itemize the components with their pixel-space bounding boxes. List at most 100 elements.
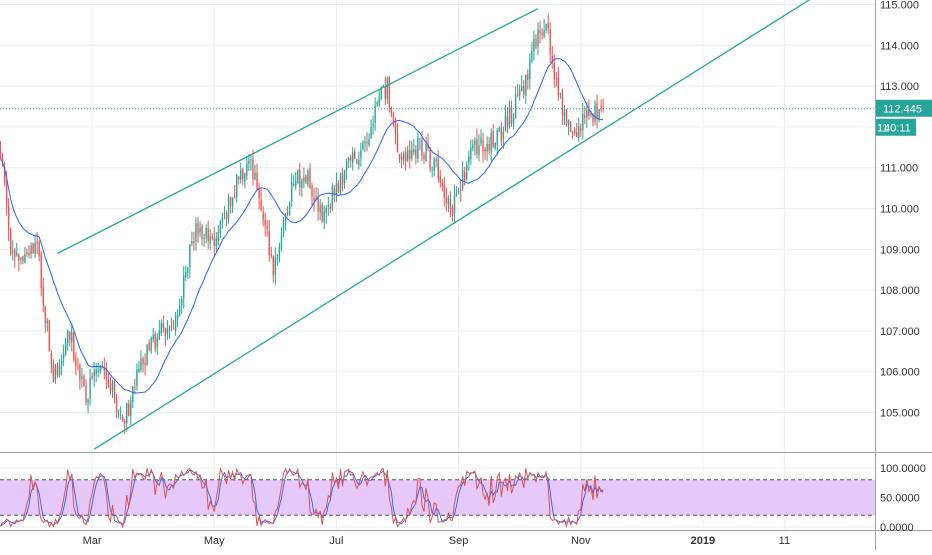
upper-trendline[interactable] [57, 8, 539, 254]
candle [150, 336, 152, 355]
candle [264, 212, 266, 237]
time-tick-label: May [204, 535, 225, 547]
candle-body [506, 116, 509, 127]
price-tick-label: 115.000 [880, 0, 919, 12]
candle [54, 363, 57, 384]
candle-body [195, 223, 197, 242]
candle-body [571, 131, 574, 133]
candle [345, 158, 348, 180]
candle [500, 122, 503, 146]
candle-body [521, 86, 523, 91]
candle-body [164, 327, 167, 336]
candle-body [565, 109, 568, 126]
moving-average-line [0, 58, 604, 394]
candle-body [580, 128, 582, 132]
candle [231, 197, 234, 214]
candle [358, 151, 360, 170]
candle-body [386, 78, 389, 100]
candle-body [34, 242, 36, 254]
candle [600, 99, 602, 113]
candle-body [99, 366, 101, 372]
candle [384, 76, 387, 105]
candle [132, 385, 134, 409]
price-tick-label: 114.000 [880, 40, 919, 52]
candle-body [215, 238, 218, 247]
candle [514, 86, 517, 119]
candle-body [197, 223, 199, 235]
candle [256, 163, 258, 191]
candle [140, 350, 142, 373]
candle [307, 168, 309, 188]
candle-body [341, 173, 344, 186]
candle [478, 134, 480, 162]
candle [113, 378, 116, 404]
candle-body [384, 86, 387, 99]
candle [152, 327, 154, 343]
candle-body [136, 369, 138, 386]
candle-body [360, 150, 362, 158]
candle-body [150, 337, 152, 352]
candle-body [329, 206, 332, 209]
candle-body [404, 152, 407, 162]
candle [580, 123, 582, 137]
candle [374, 97, 376, 131]
candle-body [209, 236, 211, 244]
time-tick-label: Nov [571, 535, 591, 547]
candle-body [40, 253, 42, 289]
candle [504, 104, 507, 132]
candle-body [356, 160, 358, 164]
candle-body [117, 414, 120, 416]
candle [575, 122, 578, 138]
candle-body [321, 204, 323, 221]
candle [7, 197, 10, 242]
candle [276, 254, 279, 267]
candle [437, 149, 439, 183]
candle-body [16, 252, 18, 256]
candle-body [144, 362, 146, 365]
candle-body [185, 271, 187, 278]
candle [498, 125, 501, 133]
candle-body [472, 144, 474, 149]
candle-body [555, 78, 558, 80]
candle-body [103, 366, 106, 371]
candle-body [325, 207, 327, 213]
candle-body [311, 185, 313, 197]
candle-body [286, 212, 289, 214]
candle [423, 151, 425, 165]
candle [272, 255, 275, 283]
candle-body [14, 249, 16, 258]
candle-body [313, 197, 315, 201]
candle-body [280, 235, 283, 249]
candle [455, 186, 458, 197]
candle [242, 167, 244, 186]
candle-body [62, 352, 65, 359]
candle [567, 119, 570, 136]
candle [83, 374, 85, 387]
candle-body [254, 172, 256, 179]
candle [525, 74, 527, 105]
candle-body [518, 89, 521, 97]
candle [18, 253, 20, 272]
time-tick-label: 2019 [691, 535, 715, 547]
candle-body [264, 219, 266, 226]
candle-body [266, 225, 268, 229]
candle-body [123, 420, 126, 424]
candle [429, 147, 431, 173]
candle-body [431, 169, 433, 171]
candle [494, 142, 496, 151]
candle [79, 362, 81, 390]
candle-body [480, 137, 482, 144]
candle [553, 54, 555, 88]
time-tick-label: 11 [779, 535, 790, 547]
lower-trendline[interactable] [93, 0, 815, 450]
candle-body [113, 383, 116, 399]
candle [258, 182, 260, 210]
time-tick-label: Sep [449, 535, 469, 547]
candle-body [221, 216, 224, 221]
candle-body [368, 139, 370, 146]
candle-body [7, 206, 10, 231]
candle-body [172, 328, 175, 330]
candle [97, 362, 99, 378]
candle [189, 243, 191, 279]
